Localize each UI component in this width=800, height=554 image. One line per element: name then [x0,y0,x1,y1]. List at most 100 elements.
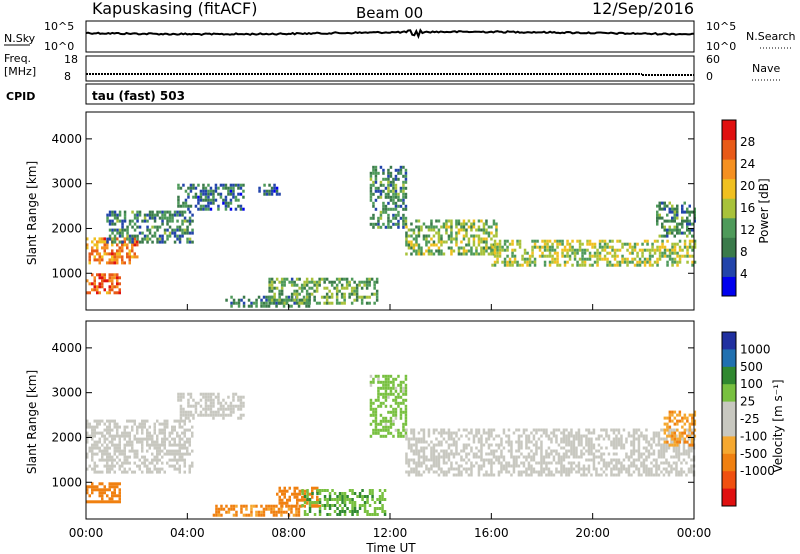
echo-cell [173,464,176,468]
echo-cell [379,216,383,220]
echo-cell [445,473,448,477]
echo-cell [131,237,134,241]
echo-cell [93,255,96,259]
echo-cell [301,495,304,499]
echo-cell [485,440,488,444]
echo-cell [417,225,421,229]
echo-cell [677,446,681,450]
echo-cell [606,251,609,255]
echo-cell [168,216,172,220]
echo-cell [242,404,245,408]
echo-cell [326,513,329,516]
echo-cell [369,398,373,402]
echo-cell [608,263,612,267]
echo-cell [425,464,428,468]
echo-cell [108,428,111,432]
echo-cell [673,410,677,414]
echo-cell [93,276,96,280]
echo-cell [425,446,428,450]
echo-cell [351,492,354,495]
echo-cell [156,225,159,229]
echo-cell [455,431,458,435]
echo-cell [126,231,129,235]
echo-cell [237,301,241,305]
echo-band [491,239,697,267]
echo-cell [656,248,659,252]
echo-cell [399,198,403,202]
echo-cell [345,277,349,281]
echo-cell [91,482,94,486]
echo-cell [587,443,591,447]
echo-cell [508,260,512,264]
echo-cell [161,449,164,453]
echo-cell [143,461,146,465]
echo-cell [533,239,537,243]
echo-cell [460,240,463,244]
echo-cell [399,189,403,193]
echo-cell [373,283,376,287]
echo-cell [691,416,694,420]
echo-cell [404,186,408,190]
echo-cell [143,422,146,426]
echo-cell [373,301,376,305]
echo-cell [477,225,481,229]
echo-cell [281,501,284,505]
echo-cell [91,446,94,450]
echo-cell [412,467,416,471]
echo-cell [455,446,458,450]
echo-cell [447,470,451,474]
echo-cell [442,470,446,474]
echo-cell [229,186,233,190]
echo-cell [207,392,210,396]
colorbar-swatch [722,139,736,160]
echo-cell [153,440,156,444]
echo-cell [374,186,378,190]
echo-cell [671,248,674,252]
echo-cell [141,425,144,429]
echo-cell [281,489,284,493]
echo-cell [404,413,408,417]
echo-cell [353,507,357,510]
echo-cell [232,189,235,193]
echo-cell [582,464,586,468]
echo-cell [490,452,493,456]
echo-cell [616,254,619,258]
echo-cell [661,225,664,229]
echo-cell [691,263,694,267]
echo-cell [375,298,379,302]
echo-cell [450,219,453,223]
echo-cell [168,225,172,229]
echo-cell [194,192,198,196]
echo-cell [691,419,694,423]
echo-cell [527,461,531,465]
echo-cell [637,473,641,477]
echo-cell [372,222,375,226]
echo-cell [156,419,159,423]
echo-cell [199,192,203,196]
echo-cell [103,449,106,453]
echo-cell [376,498,379,501]
nsky-label: N.Sky [4,32,36,45]
echo-cell [153,431,156,435]
echo-cell [98,291,101,295]
echo-cell [116,461,119,465]
echo-cell [101,491,104,495]
echo-cell [657,449,661,453]
echo-cell [656,263,659,267]
echo-cell [678,260,682,264]
echo-cell [301,498,304,502]
echo-cell [616,260,619,264]
echo-cell [482,225,486,229]
echo-cell [153,422,156,426]
echo-cell [389,171,393,175]
echo-cell [498,239,502,243]
echo-cell [379,404,383,408]
echo-cell [561,248,564,252]
echo-cell [402,425,405,429]
echo-cell [506,245,509,249]
echo-cell [247,513,251,517]
echo-cell [273,183,276,187]
echo-cell [156,470,159,474]
echo-cell [537,461,541,465]
echo-cell [676,204,679,208]
